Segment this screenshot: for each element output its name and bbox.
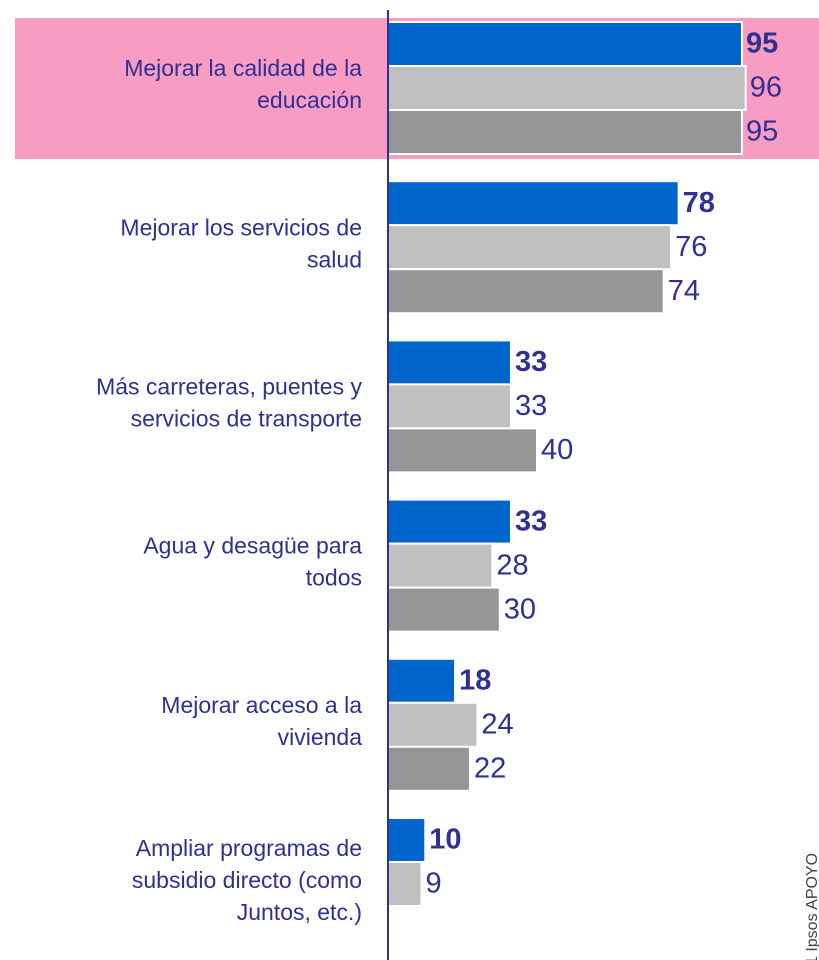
bar xyxy=(387,745,471,792)
category-label: Mejorar los servicios de xyxy=(120,214,362,240)
bar xyxy=(387,427,539,474)
bar xyxy=(387,383,512,430)
category-label: subsidio directo (como xyxy=(132,867,362,893)
bar xyxy=(387,21,743,67)
value-label: 9 xyxy=(426,868,442,900)
value-label: 28 xyxy=(496,549,528,581)
bar xyxy=(387,224,673,271)
value-label: 96 xyxy=(750,72,782,104)
bar xyxy=(387,586,501,633)
value-label: 18 xyxy=(459,664,491,696)
category-label: Mejorar acceso a la xyxy=(161,692,362,718)
value-label: 33 xyxy=(515,346,547,378)
value-label: 76 xyxy=(675,231,707,263)
bar xyxy=(387,817,427,863)
value-label: 22 xyxy=(474,752,506,784)
category-label: Ampliar programas de xyxy=(136,835,362,861)
bar xyxy=(387,498,512,545)
value-label: 24 xyxy=(481,708,513,740)
value-label: 95 xyxy=(746,28,778,60)
bar xyxy=(387,657,457,704)
category-label: vivienda xyxy=(278,724,363,750)
category-label: Juntos, etc.) xyxy=(237,899,362,925)
category-label: servicios de transporte xyxy=(131,405,362,431)
bar xyxy=(387,109,743,155)
value-label: 10 xyxy=(429,824,461,856)
bar xyxy=(387,268,665,315)
bar xyxy=(387,701,479,748)
value-label: 74 xyxy=(668,275,700,307)
source: 1 Ipsos APOYO xyxy=(804,853,819,960)
value-label: 33 xyxy=(515,390,547,422)
category-label: salud xyxy=(307,246,362,272)
category-label: todos xyxy=(306,565,362,591)
bar xyxy=(387,65,747,111)
value-label: 40 xyxy=(541,434,573,466)
value-label: 95 xyxy=(746,116,778,148)
bar xyxy=(387,339,512,386)
bar xyxy=(387,180,680,227)
category-label: Agua y desagüe para xyxy=(143,533,362,559)
value-label: 30 xyxy=(504,593,536,625)
bar xyxy=(387,861,423,907)
category-label: Mejorar la calidad de la xyxy=(124,55,362,81)
category-label: educación xyxy=(257,87,362,113)
category-label: Más carreteras, puentes y xyxy=(96,373,362,399)
value-label: 78 xyxy=(683,187,715,219)
bar xyxy=(387,542,494,589)
value-label: 33 xyxy=(515,505,547,537)
